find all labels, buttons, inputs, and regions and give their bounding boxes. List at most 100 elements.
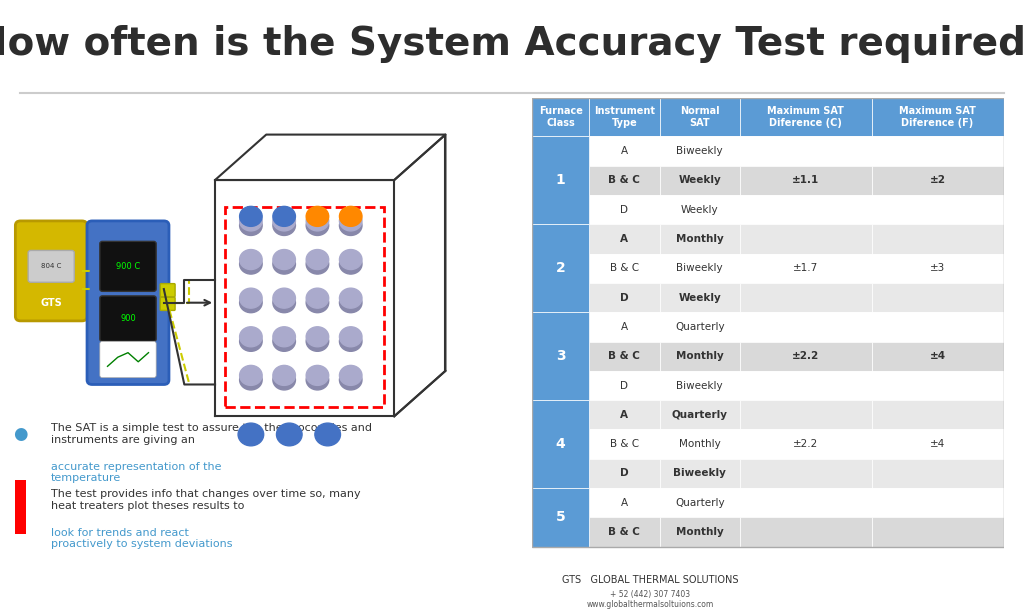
Circle shape: [272, 216, 295, 235]
FancyBboxPatch shape: [160, 297, 175, 311]
Text: The SAT is a simple test to assure the thermocouples and
instruments are giving : The SAT is a simple test to assure the t…: [51, 423, 372, 445]
Circle shape: [340, 288, 362, 308]
FancyBboxPatch shape: [739, 429, 871, 459]
FancyBboxPatch shape: [659, 429, 739, 459]
FancyBboxPatch shape: [589, 224, 659, 254]
FancyBboxPatch shape: [871, 98, 1004, 136]
FancyBboxPatch shape: [871, 313, 1004, 341]
Text: Weekly: Weekly: [681, 204, 719, 215]
FancyBboxPatch shape: [871, 195, 1004, 224]
FancyBboxPatch shape: [739, 98, 871, 136]
Text: Biweekly: Biweekly: [677, 146, 723, 156]
Text: ±2.2: ±2.2: [792, 351, 819, 361]
Circle shape: [340, 365, 362, 386]
Circle shape: [340, 254, 362, 274]
FancyBboxPatch shape: [589, 459, 659, 488]
Circle shape: [272, 293, 295, 313]
FancyBboxPatch shape: [739, 254, 871, 283]
Circle shape: [340, 216, 362, 235]
FancyBboxPatch shape: [659, 459, 739, 488]
Circle shape: [272, 327, 295, 347]
Text: Quarterly: Quarterly: [672, 410, 728, 420]
FancyBboxPatch shape: [739, 136, 871, 166]
Circle shape: [306, 249, 329, 270]
FancyBboxPatch shape: [659, 371, 739, 400]
Text: Biweekly: Biweekly: [677, 263, 723, 273]
Circle shape: [240, 206, 262, 227]
FancyBboxPatch shape: [99, 341, 156, 378]
FancyBboxPatch shape: [589, 283, 659, 313]
Text: A: A: [621, 498, 628, 508]
Circle shape: [340, 370, 362, 390]
Text: ±2.2: ±2.2: [793, 439, 818, 449]
FancyBboxPatch shape: [87, 221, 169, 384]
FancyBboxPatch shape: [871, 254, 1004, 283]
Text: ●: ●: [13, 426, 28, 443]
Circle shape: [272, 254, 295, 274]
Circle shape: [340, 249, 362, 270]
FancyBboxPatch shape: [871, 371, 1004, 400]
FancyBboxPatch shape: [739, 341, 871, 371]
FancyBboxPatch shape: [532, 224, 589, 313]
Circle shape: [306, 370, 329, 390]
Text: B & C: B & C: [608, 351, 640, 361]
Text: B & C: B & C: [609, 263, 639, 273]
Text: 900 C: 900 C: [116, 262, 140, 271]
Circle shape: [272, 211, 295, 231]
Text: Monthly: Monthly: [676, 351, 724, 361]
FancyBboxPatch shape: [659, 488, 739, 518]
FancyBboxPatch shape: [739, 400, 871, 429]
FancyBboxPatch shape: [589, 98, 659, 136]
FancyBboxPatch shape: [739, 195, 871, 224]
FancyBboxPatch shape: [871, 400, 1004, 429]
Text: ±4: ±4: [930, 351, 945, 361]
FancyBboxPatch shape: [739, 518, 871, 546]
FancyBboxPatch shape: [871, 518, 1004, 546]
FancyBboxPatch shape: [99, 241, 156, 291]
Circle shape: [306, 288, 329, 308]
Text: The test provides info that changes over time so, many
heat treaters plot theses: The test provides info that changes over…: [51, 489, 360, 511]
Text: ±1.7: ±1.7: [793, 263, 818, 273]
Circle shape: [306, 254, 329, 274]
Text: A: A: [621, 146, 628, 156]
FancyBboxPatch shape: [739, 224, 871, 254]
Text: accurate representation of the
temperature: accurate representation of the temperatu…: [51, 462, 222, 483]
Circle shape: [272, 370, 295, 390]
Text: How often is the System Accuracy Test required?: How often is the System Accuracy Test re…: [0, 25, 1024, 63]
Circle shape: [306, 365, 329, 386]
Circle shape: [240, 254, 262, 274]
FancyBboxPatch shape: [871, 136, 1004, 166]
Circle shape: [276, 423, 302, 446]
FancyBboxPatch shape: [659, 136, 739, 166]
FancyBboxPatch shape: [871, 166, 1004, 195]
FancyBboxPatch shape: [589, 488, 659, 518]
FancyBboxPatch shape: [871, 459, 1004, 488]
FancyBboxPatch shape: [871, 488, 1004, 518]
FancyBboxPatch shape: [871, 429, 1004, 459]
Text: + 52 (442) 307 7403
www.globalthermalsoltuions.com: + 52 (442) 307 7403 www.globalthermalsol…: [587, 590, 714, 609]
Text: Maximum SAT
Diference (C): Maximum SAT Diference (C): [767, 106, 844, 128]
Circle shape: [340, 327, 362, 347]
Circle shape: [272, 332, 295, 351]
FancyBboxPatch shape: [739, 488, 871, 518]
Circle shape: [238, 423, 264, 446]
FancyBboxPatch shape: [739, 283, 871, 313]
FancyBboxPatch shape: [659, 98, 739, 136]
Circle shape: [240, 327, 262, 347]
FancyBboxPatch shape: [739, 371, 871, 400]
Circle shape: [240, 249, 262, 270]
FancyBboxPatch shape: [532, 136, 589, 224]
FancyBboxPatch shape: [160, 284, 175, 297]
Circle shape: [340, 206, 362, 227]
FancyBboxPatch shape: [589, 166, 659, 195]
Circle shape: [340, 332, 362, 351]
FancyBboxPatch shape: [659, 341, 739, 371]
Text: D: D: [620, 468, 629, 478]
FancyBboxPatch shape: [589, 400, 659, 429]
FancyBboxPatch shape: [15, 221, 87, 321]
Text: Quarterly: Quarterly: [675, 322, 725, 332]
Text: A: A: [621, 410, 629, 420]
Text: D: D: [620, 293, 629, 303]
FancyBboxPatch shape: [589, 429, 659, 459]
Text: Maximum SAT
Diference (F): Maximum SAT Diference (F): [899, 106, 976, 128]
